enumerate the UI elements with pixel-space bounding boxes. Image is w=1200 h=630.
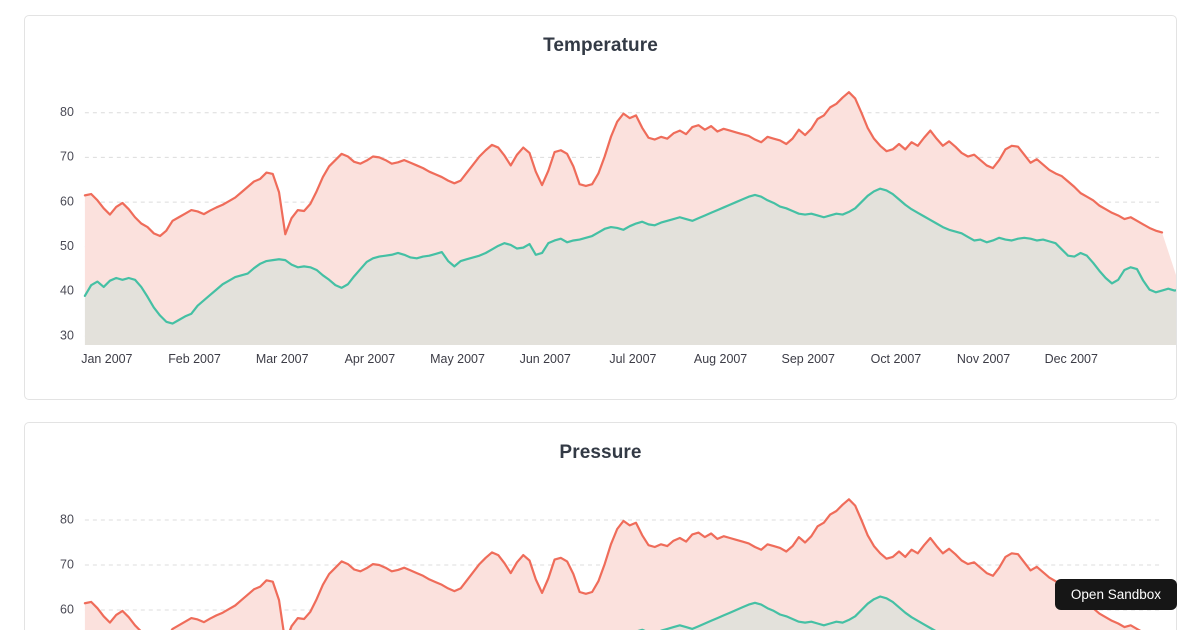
y-axis-tick-label: 50 [60,239,74,253]
chart-plot-temperature: 30 40 50 60 70 80 Jan 2007 Feb 2007 Mar 2007 Apr … [25,57,1176,377]
pressure-area-chart: 60 70 80 [60,498,1163,630]
x-axis-tick-label: Mar 2007 [256,352,309,366]
high-series-area [84,92,1176,324]
high-series-area [84,499,1139,630]
high-series-line [83,91,1164,238]
low-series-area [84,188,1176,345]
x-axis-tick-label: May 2007 [430,352,485,366]
chart-card-pressure: Pressure 60 70 80 [24,422,1177,630]
y-axis-tick-label: 60 [60,194,74,208]
x-axis-tick-label: Dec 2007 [1045,352,1098,366]
x-axis-tick-label: Jan 2007 [81,352,132,366]
chart-card-temperature: Temperature 30 40 50 60 70 80 Jan 2007 Feb 2007… [24,15,1177,400]
page-title-secondary: Pressure [559,442,642,463]
x-axis-tick-label: Jul 2007 [609,352,656,366]
chart-plot-pressure: 60 70 80 [25,464,1176,630]
high-series-line [83,498,1142,630]
x-axis-tick-label: Oct 2007 [871,352,922,366]
y-axis-tick-label: 70 [60,150,74,164]
y-axis-tick-label: 80 [60,512,74,526]
y-axis-tick-label: 80 [60,105,74,119]
x-axis-tick-label: Nov 2007 [957,352,1010,366]
low-series-line [83,187,1176,325]
low-series-area [641,596,934,630]
x-axis-tick-label: Aug 2007 [694,352,747,366]
x-axis-tick-label: Apr 2007 [345,352,396,366]
x-axis-tick-label: Sep 2007 [782,352,835,366]
x-axis-tick-label: Feb 2007 [168,352,221,366]
page-title: Temperature [543,35,658,56]
x-axis-tick-label: Jun 2007 [520,352,571,366]
y-axis-tick-label: 60 [60,602,74,616]
y-axis-tick-label: 40 [60,284,74,298]
open-sandbox-button[interactable]: Open Sandbox [1054,578,1177,610]
y-axis-tick-label: 30 [60,328,74,342]
y-axis-tick-label: 70 [60,557,74,571]
temperature-area-chart: 30 40 50 60 70 80 Jan 2007 Feb 2007 Mar 2007 Apr … [60,91,1176,366]
